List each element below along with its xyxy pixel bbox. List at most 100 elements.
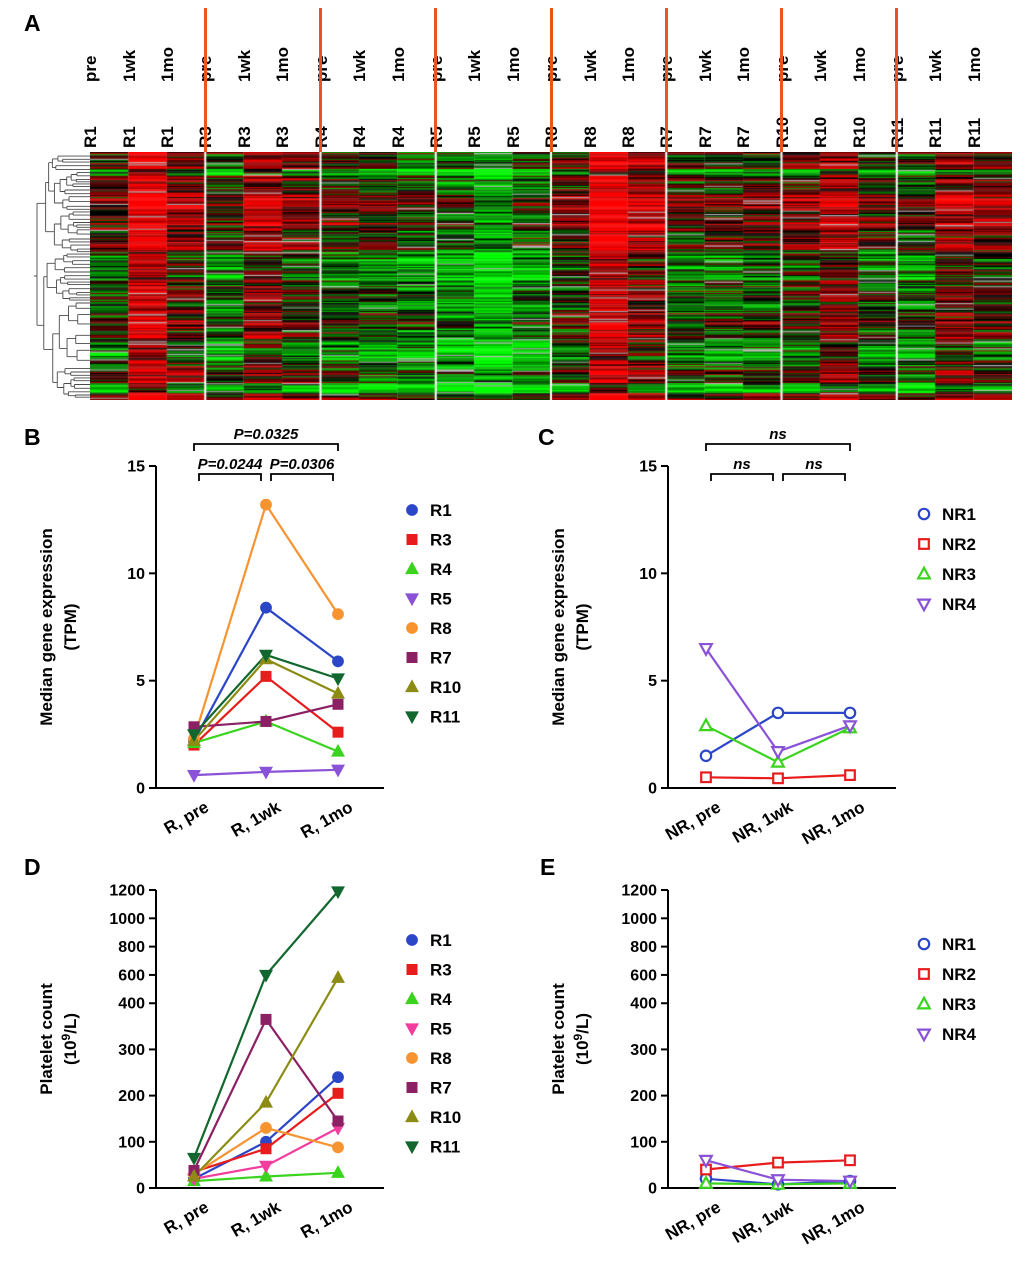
- x-tick-label: R, pre: [161, 1197, 212, 1238]
- marker-triangle-up: [405, 561, 419, 575]
- legend-item-NR4: NR4: [916, 595, 977, 614]
- y-tick-label: 1200: [109, 883, 145, 900]
- legend-item-NR3: NR3: [916, 995, 976, 1014]
- dendrogram: [34, 155, 90, 398]
- marker-triangle-down: [259, 766, 273, 780]
- legend-label: R7: [430, 649, 452, 668]
- y-tick-label: 10: [127, 566, 145, 583]
- legend-item-R7: R7: [406, 649, 452, 668]
- heatmap-col-timepoint-label: 1mo: [388, 47, 408, 82]
- group-separator: [203, 8, 207, 154]
- legend-label: R1: [430, 931, 452, 950]
- marker-triangle-up: [187, 1168, 201, 1182]
- y-axis-title: (TPM): [61, 603, 80, 650]
- legend-item-R1: R1: [406, 501, 452, 520]
- chart-svg-B: 0 5 10 15 Median gene expression (TPM) R, pre R…: [37, 426, 461, 842]
- heatmap-col-sample-label: R11: [926, 117, 946, 148]
- marker-triangle-up: [259, 1168, 273, 1182]
- legend-item-NR2: NR2: [918, 965, 976, 984]
- chart-panel-c: 0 5 10 15 Median gene expression (TPM) NR, pre…: [520, 418, 1025, 848]
- marker-triangle-up: [698, 1174, 714, 1189]
- marker-square: [260, 715, 272, 727]
- marker-triangle-down: [187, 729, 201, 742]
- legend-item-R4: R4: [405, 990, 452, 1009]
- legend-label: R5: [430, 1020, 452, 1039]
- x-tick-label: R, 1wk: [228, 797, 285, 841]
- x-tick-label: NR, 1mo: [799, 797, 868, 848]
- significance-label: ns: [733, 456, 751, 473]
- legend-label: R7: [430, 1079, 452, 1098]
- marker-triangle-down: [916, 1028, 932, 1043]
- significance-bracket: [270, 473, 334, 481]
- y-axis-title: (109/L): [571, 1013, 592, 1065]
- y-tick-label: 400: [118, 996, 145, 1013]
- legend-item-NR1: NR1: [917, 935, 976, 954]
- legend-label: NR3: [942, 565, 976, 584]
- heatmap-col-timepoint-label: 1mo: [273, 47, 293, 82]
- significance-bracket: [782, 473, 846, 481]
- chart-svg-D: 0 100 200 300 400 600 800 1000 1200 Platelet coun…: [37, 883, 461, 1243]
- significance-bracket: [705, 443, 851, 451]
- heatmap-col-sample-label: R10: [811, 116, 831, 148]
- group-separator: [549, 8, 553, 154]
- marker-circle: [406, 622, 418, 634]
- heatmap-col-timepoint-label: 1wk: [580, 49, 600, 82]
- y-axis-title: Platelet count: [37, 983, 56, 1095]
- heatmap-col-sample-label: R4: [350, 126, 370, 148]
- y-tick-label: 1000: [621, 911, 657, 928]
- marker-triangle-down: [187, 1152, 201, 1166]
- legend-item-R5: R5: [405, 1020, 452, 1039]
- chart-svg-E: 0 100 200 300 400 600 800 1000 1200 Platelet coun…: [549, 883, 977, 1249]
- chart-panel-b: 0 5 10 15 Median gene expression (TPM) R, pre R…: [8, 418, 513, 848]
- y-tick-label: 10: [639, 566, 657, 583]
- chart-panel-e: 0 100 200 300 400 600 800 1000 1200 Platelet coun…: [520, 848, 1025, 1278]
- panel-a-label: A: [24, 10, 41, 36]
- marker-square: [700, 771, 712, 784]
- axes: [667, 890, 896, 1189]
- heatmap-col-timepoint-label: 1wk: [119, 49, 139, 82]
- significance-bracket: [198, 473, 262, 481]
- x-tick-label: R, 1mo: [297, 797, 356, 842]
- legend-item-R8: R8: [406, 619, 452, 638]
- marker-circle: [406, 504, 418, 516]
- heatmap-col-timepoint-label: 1mo: [619, 47, 639, 82]
- heatmap-col-sample-label: R8: [580, 126, 600, 148]
- legend-item-R11: R11: [405, 1138, 460, 1157]
- marker-triangle-down: [770, 1174, 786, 1189]
- legend-label: R8: [430, 1049, 452, 1068]
- marker-square: [332, 1087, 344, 1099]
- legend-label: NR1: [942, 935, 976, 954]
- heatmap-col-sample-label: R5: [503, 126, 523, 148]
- marker-triangle-up: [405, 679, 419, 693]
- y-tick-label: 800: [630, 939, 657, 956]
- x-tick-label: NR, 1wk: [729, 797, 796, 847]
- marker-triangle-down: [405, 1023, 419, 1037]
- legend-item-R10: R10: [405, 1108, 461, 1127]
- legend-item-NR1: NR1: [917, 505, 976, 524]
- y-tick-label: 200: [630, 1088, 657, 1105]
- marker-circle: [332, 608, 344, 621]
- marker-triangle-up: [770, 753, 786, 768]
- marker-circle: [332, 1071, 344, 1084]
- panel-b-label: B: [24, 424, 41, 450]
- legend-label: R3: [430, 961, 452, 980]
- significance-label: P=0.0306: [270, 456, 335, 473]
- heatmap-col-sample-label: R3: [234, 126, 254, 148]
- legend-item-NR3: NR3: [916, 565, 976, 584]
- marker-square: [844, 1154, 856, 1167]
- y-tick-label: 300: [630, 1042, 657, 1059]
- x-tick-label: R, 1wk: [228, 1197, 285, 1241]
- x-tick-label: NR, pre: [662, 797, 724, 844]
- legend-label: R8: [430, 619, 452, 638]
- heatmap-col-timepoint-label: 1mo: [964, 47, 984, 82]
- legend-item-R8: R8: [406, 1049, 452, 1068]
- y-axis-title: Median gene expression: [549, 528, 568, 725]
- marker-circle: [260, 498, 272, 511]
- y-tick-label: 800: [118, 939, 145, 956]
- heatmap-col-sample-label: R3: [273, 126, 293, 148]
- heatmap-col-sample-label: R10: [849, 116, 869, 148]
- legend-label: NR2: [942, 965, 976, 984]
- y-tick-label: 5: [648, 673, 657, 690]
- marker-triangle-down: [259, 969, 273, 983]
- marker-square: [406, 651, 418, 663]
